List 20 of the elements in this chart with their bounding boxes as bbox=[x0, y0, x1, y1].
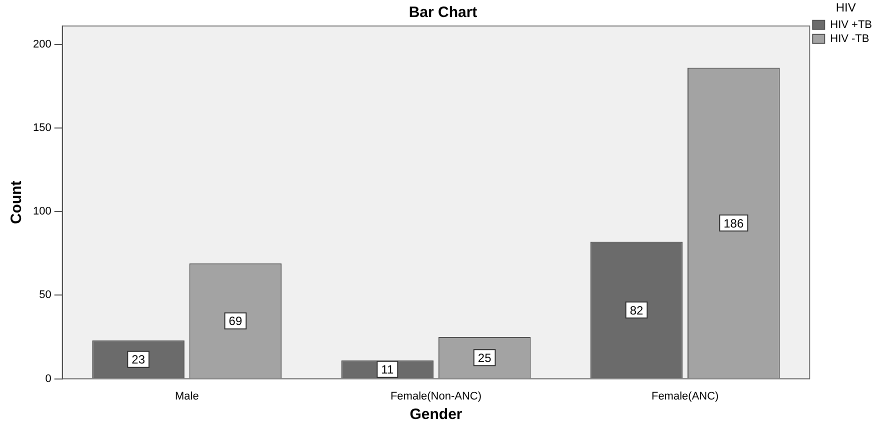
data-label: 186 bbox=[724, 216, 744, 230]
data-label: 25 bbox=[478, 350, 492, 365]
y-axis-title: Count bbox=[8, 180, 26, 224]
y-tick-label: 50 bbox=[39, 289, 52, 302]
y-tick-label: 0 bbox=[45, 372, 52, 385]
x-tick-label: Female(ANC) bbox=[651, 390, 719, 402]
legend-title: HIV bbox=[836, 0, 856, 14]
x-tick-label: Male bbox=[174, 390, 199, 402]
data-label: 11 bbox=[381, 362, 394, 377]
data-label: 69 bbox=[228, 314, 242, 328]
legend-label: HIV +TB bbox=[830, 18, 872, 31]
data-label: 23 bbox=[132, 352, 146, 367]
x-tick-label: Female(Non-ANC) bbox=[390, 390, 482, 402]
y-tick-label: 100 bbox=[32, 206, 52, 218]
chart-title: Bar Chart bbox=[408, 4, 478, 22]
legend-label: HIV -TB bbox=[830, 32, 870, 45]
y-tick-label: 200 bbox=[32, 38, 52, 50]
y-tick-label: 150 bbox=[32, 122, 52, 134]
x-axis-title: Gender bbox=[410, 406, 462, 424]
data-label: 82 bbox=[630, 303, 644, 318]
